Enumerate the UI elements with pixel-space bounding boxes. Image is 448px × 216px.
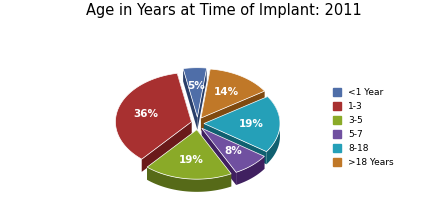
Polygon shape — [201, 91, 265, 131]
Polygon shape — [197, 130, 231, 186]
Polygon shape — [201, 69, 265, 118]
Polygon shape — [267, 97, 280, 164]
Polygon shape — [147, 130, 231, 179]
Polygon shape — [202, 128, 236, 185]
Polygon shape — [204, 97, 267, 136]
Text: 19%: 19% — [239, 119, 263, 129]
Polygon shape — [202, 128, 264, 172]
Text: 19%: 19% — [179, 155, 203, 165]
Polygon shape — [177, 73, 191, 135]
Polygon shape — [204, 124, 267, 164]
Text: 5%: 5% — [187, 81, 205, 92]
Polygon shape — [183, 68, 207, 117]
Text: 36%: 36% — [134, 109, 159, 119]
Polygon shape — [236, 156, 264, 185]
Polygon shape — [198, 68, 207, 130]
Polygon shape — [204, 97, 280, 152]
Title: Age in Years at Time of Implant: 2011: Age in Years at Time of Implant: 2011 — [86, 3, 362, 18]
Text: 14%: 14% — [213, 87, 238, 97]
Polygon shape — [147, 130, 197, 180]
Legend: <1 Year, 1-3, 3-5, 5-7, 8-18, >18 Years: <1 Year, 1-3, 3-5, 5-7, 8-18, >18 Years — [333, 88, 394, 167]
Polygon shape — [116, 73, 191, 159]
Polygon shape — [202, 128, 264, 169]
Text: 8%: 8% — [224, 146, 241, 156]
Polygon shape — [147, 167, 231, 192]
Polygon shape — [201, 69, 210, 131]
Polygon shape — [142, 122, 191, 172]
Polygon shape — [183, 68, 198, 130]
